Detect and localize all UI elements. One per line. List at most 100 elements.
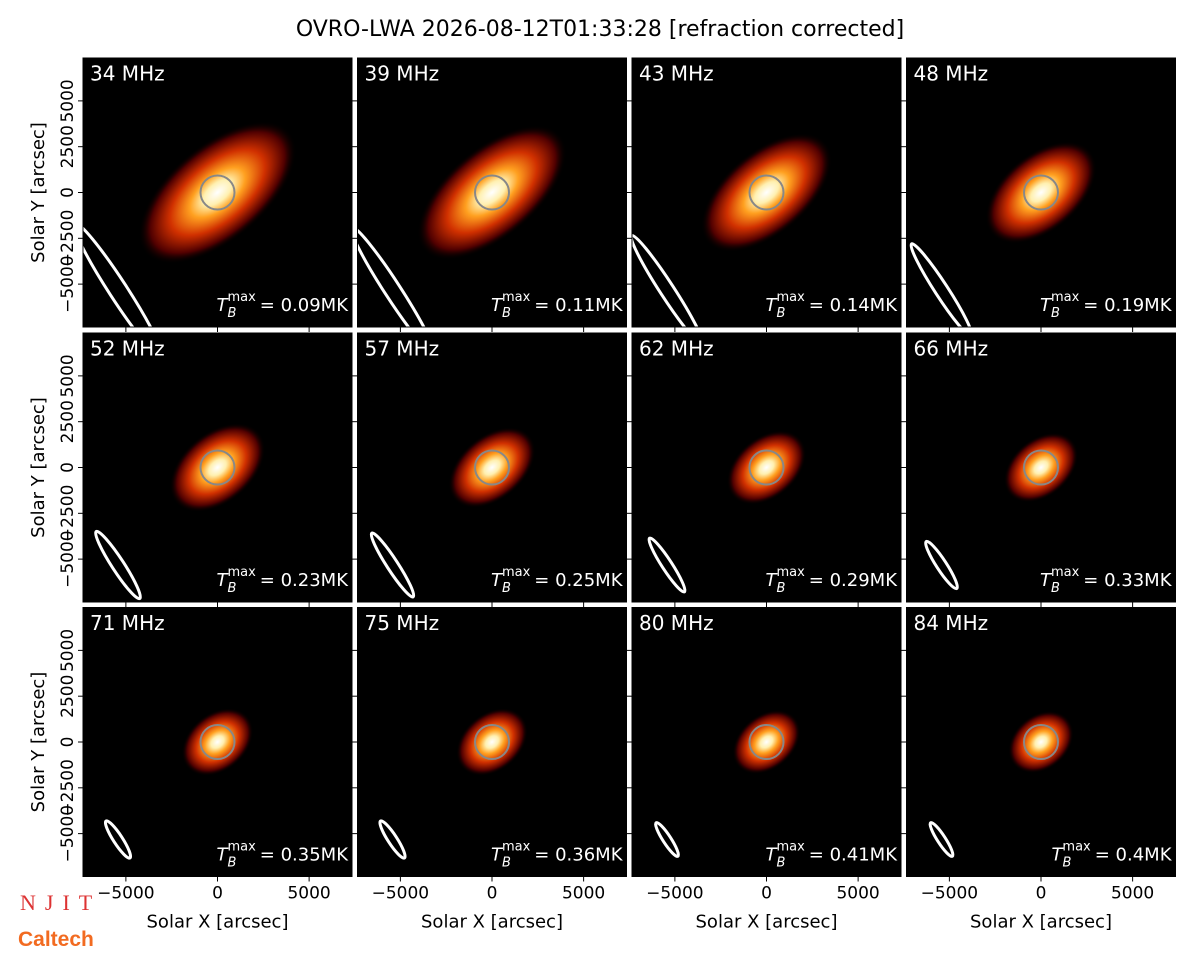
x-axis-label: Solar X [arcsec]	[147, 912, 289, 933]
solar-disk	[748, 449, 785, 486]
solar-disk	[199, 724, 236, 760]
tb-text: = 0.09MK	[260, 295, 349, 316]
solar-disk	[1023, 724, 1059, 760]
panel	[83, 333, 352, 602]
tb-symbol: T	[491, 570, 504, 591]
frequency-label: 80 MHz	[639, 611, 714, 635]
tb-sub: B	[1051, 306, 1060, 321]
x-tick-label: −5000	[372, 884, 430, 904]
y-tick-label: −5000	[58, 805, 78, 863]
frequency-label: 84 MHz	[914, 611, 989, 635]
panel	[357, 333, 627, 602]
tb-max: TBmax = 0.35MK	[217, 840, 350, 871]
x-tick-label: 0	[212, 884, 223, 904]
tb-sup: max	[502, 840, 531, 855]
solar-disk	[1023, 174, 1059, 211]
emission	[985, 141, 1097, 244]
panel	[83, 607, 352, 877]
y-tick-label: 5000	[58, 354, 78, 397]
emission	[701, 133, 832, 252]
tb-max: TBmax = 0.25MK	[491, 565, 624, 596]
tb-text: = 0.25MK	[534, 570, 623, 591]
tb-symbol: T	[217, 570, 230, 591]
x-axis-label: Solar X [arcsec]	[696, 912, 838, 933]
tb-max: TBmax = 0.36MK	[491, 840, 624, 871]
y-tick-label: −2500	[58, 210, 78, 268]
y-tick-label: 5000	[58, 629, 78, 672]
tb-symbol: T	[217, 845, 230, 866]
beam	[94, 529, 142, 601]
panel	[83, 58, 352, 327]
tb-max: TBmax = 0.14MK	[766, 290, 899, 321]
title: OVRO-LWA 2026-08-12T01:33:28 [refraction…	[296, 17, 904, 42]
y-tick-label: −5000	[58, 530, 78, 588]
frequency-label: 62 MHz	[639, 337, 714, 361]
frequency-label: 39 MHz	[365, 62, 440, 86]
tb-sup: max	[776, 840, 805, 855]
x-tick-label: −5000	[921, 884, 979, 904]
tb-sup: max	[227, 290, 256, 305]
tb-max: TBmax = 0.11MK	[491, 290, 624, 321]
x-tick-label: 0	[761, 884, 772, 904]
tb-max: TBmax = 0.33MK	[1040, 565, 1173, 596]
tb-sup: max	[1051, 290, 1080, 305]
frequency-label: 48 MHz	[914, 62, 989, 86]
tb-sub: B	[1051, 581, 1060, 596]
emission	[1008, 710, 1074, 774]
solar-disk	[1023, 449, 1059, 486]
frequency-label: 34 MHz	[90, 62, 165, 86]
solar-disk	[748, 174, 785, 211]
tb-symbol: T	[1040, 295, 1053, 316]
emission	[448, 427, 536, 508]
tb-symbol: T	[217, 295, 230, 316]
tb-symbol: T	[491, 845, 504, 866]
panel	[906, 333, 1176, 602]
tb-text: = 0.14MK	[809, 295, 898, 316]
beam	[357, 225, 436, 327]
logo-caltech: Caltech	[18, 928, 94, 951]
tb-symbol: T	[1051, 845, 1064, 866]
tb-sub: B	[502, 306, 511, 321]
solar-disk	[474, 449, 510, 486]
y-tick-label: 0	[58, 187, 78, 198]
tb-text: = 0.35MK	[260, 845, 349, 866]
y-tick-label: −2500	[58, 759, 78, 817]
emission	[181, 708, 254, 776]
tb-sub: B	[777, 581, 786, 596]
tb-sup: max	[502, 290, 531, 305]
frequency-label: 52 MHz	[90, 337, 165, 361]
tb-text: = 0.29MK	[809, 570, 898, 591]
tb-text: = 0.23MK	[260, 570, 349, 591]
tb-sup: max	[502, 565, 531, 580]
emission	[732, 709, 801, 775]
tb-symbol: T	[766, 845, 779, 866]
tb-sub: B	[228, 306, 237, 321]
tb-max: TBmax = 0.23MK	[217, 565, 350, 596]
tb-sup: max	[227, 565, 256, 580]
panel	[906, 607, 1176, 877]
panel	[357, 58, 627, 327]
tb-symbol: T	[491, 295, 504, 316]
frequency-label: 57 MHz	[365, 337, 440, 361]
panel	[357, 607, 627, 877]
solar-disk	[748, 724, 785, 760]
beam	[83, 221, 164, 327]
solar-disk	[474, 174, 510, 211]
tb-symbol: T	[766, 295, 779, 316]
emission	[456, 708, 528, 776]
x-tick-label: 0	[487, 884, 498, 904]
emission	[138, 121, 297, 264]
solar-disk	[199, 449, 236, 486]
solar-disk	[199, 174, 236, 211]
beam	[103, 819, 133, 860]
frequency-label: 43 MHz	[639, 62, 714, 86]
tb-sub: B	[777, 306, 786, 321]
tb-text: = 0.4MK	[1095, 845, 1173, 866]
emission	[726, 430, 807, 505]
tb-max: TBmax = 0.09MK	[217, 290, 350, 321]
tb-symbol: T	[1040, 570, 1053, 591]
x-axis-label: Solar X [arcsec]	[970, 912, 1112, 933]
panel	[632, 333, 901, 602]
frequency-label: 75 MHz	[365, 611, 440, 635]
